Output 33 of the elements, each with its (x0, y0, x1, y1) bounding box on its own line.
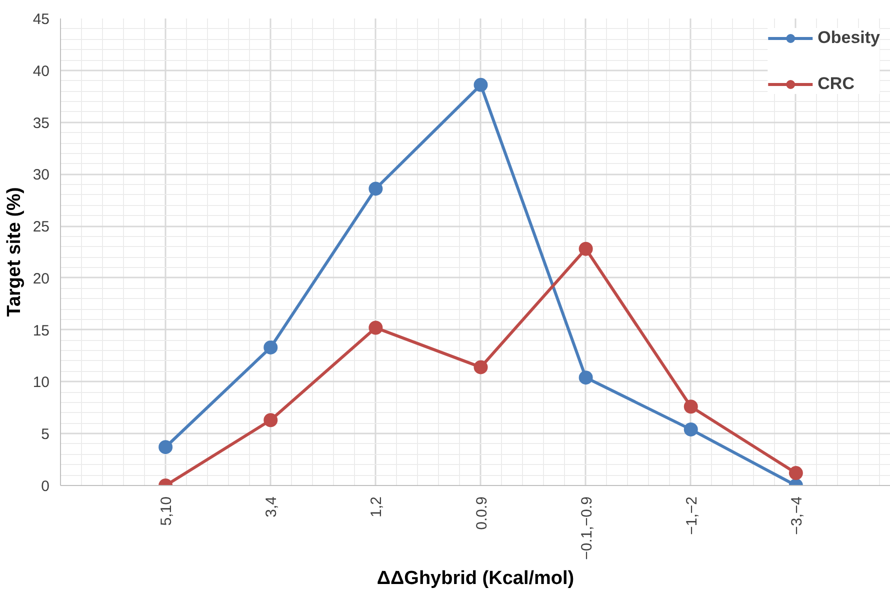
x-tick-label: 0.0.9 (473, 496, 490, 530)
x-tick-label: 3,4 (263, 496, 280, 518)
x-tick-label: −1,−2 (683, 496, 700, 535)
y-tick-label: 5 (41, 426, 50, 444)
point (684, 400, 698, 414)
point (474, 78, 488, 92)
point (578, 242, 593, 256)
point (474, 360, 488, 374)
legend-label: CRC (818, 74, 854, 94)
x-tick-label: −0.1,−0.9 (578, 496, 596, 560)
y-tick-label: 10 (32, 374, 50, 392)
y-tick-label: 45 (32, 11, 50, 28)
y-axis-title: Target site (%) (4, 187, 25, 317)
x-tick-label: −3,−4 (788, 496, 806, 535)
y-tick-label: 0 (41, 478, 50, 495)
point (264, 413, 278, 428)
point (264, 340, 278, 354)
y-tick-label: 25 (32, 218, 50, 236)
y-tick-label: 15 (32, 322, 50, 340)
x-axis-title: ΔΔGhybrid (Kcal/mol) (376, 568, 574, 589)
y-tick-label: 40 (32, 62, 50, 80)
point (368, 320, 383, 335)
point (684, 422, 698, 436)
y-tick-label: 30 (32, 166, 50, 184)
x-tick-label: 1,2 (368, 496, 386, 518)
x-tick-label: 5,10 (158, 496, 176, 526)
legend-label: Obesity (818, 28, 880, 48)
y-tick-label: 20 (32, 270, 50, 288)
point (368, 182, 383, 196)
y-tick-label: 35 (32, 114, 50, 132)
point (158, 440, 173, 454)
point (578, 370, 593, 385)
point (788, 466, 803, 480)
